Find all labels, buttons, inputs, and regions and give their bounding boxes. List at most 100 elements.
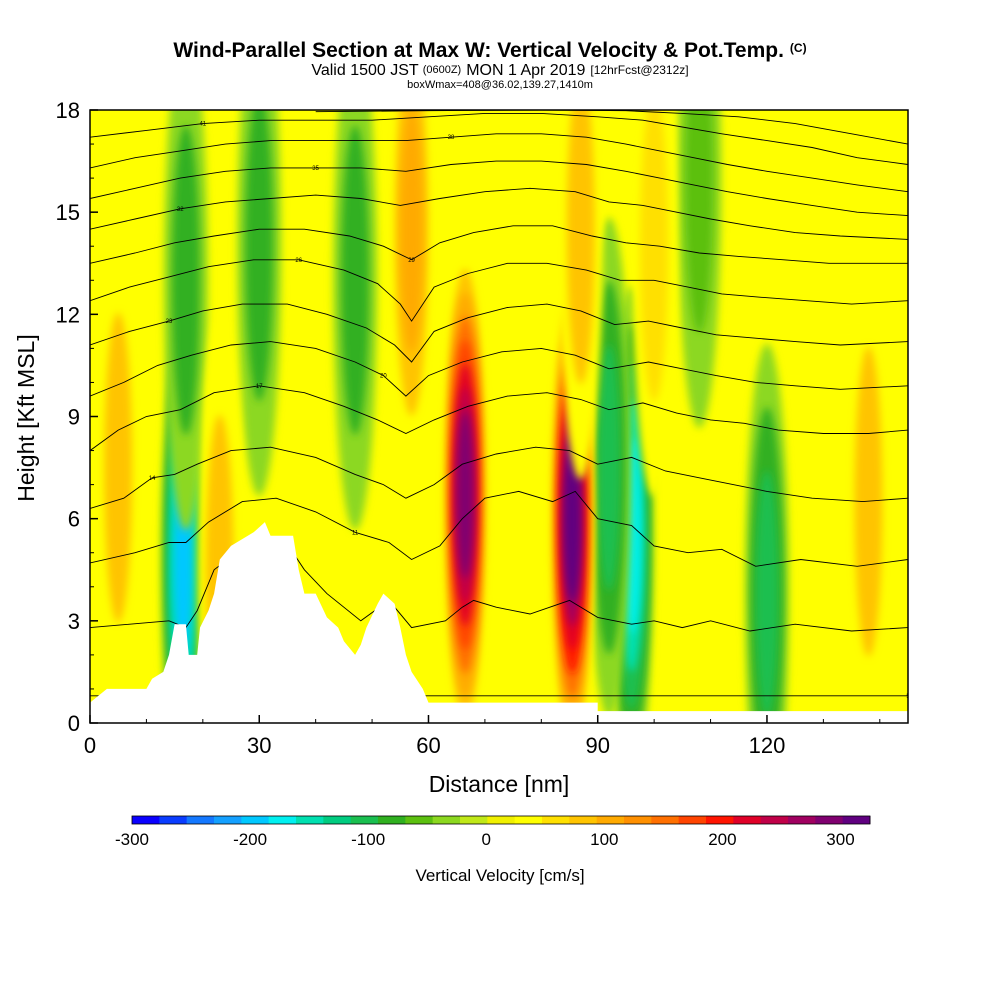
colorbar-swatch: [405, 816, 434, 824]
colorbar-swatch: [596, 816, 625, 824]
y-axis-label: Height [Kft MSL]: [13, 334, 39, 501]
colorbar-swatch: [350, 816, 379, 824]
y-tick-label: 0: [68, 711, 80, 736]
colorbar-swatch: [678, 816, 707, 824]
plot-area: 581114172023262932353841: [90, 110, 910, 723]
colorbar-swatch: [706, 816, 734, 824]
axes: 0 30 60 90 120 0 3 6 9 12 15 18: [56, 98, 881, 758]
y-tick-label: 12: [56, 302, 80, 327]
chart-subtitle-box: boxWmax=408@36.02,139.27,1410m: [407, 79, 593, 91]
colorbar-swatch: [788, 816, 816, 824]
y-tick-label: 18: [56, 98, 80, 123]
colorbar-swatch: [268, 816, 297, 824]
colorbar-tick-label: -100: [351, 830, 385, 849]
isentrope-labels: 581114172023262932353841: [149, 122, 910, 700]
colorbar-swatch: [733, 816, 762, 824]
colorbar-swatch: [624, 816, 652, 824]
colorbar-tick-label: 100: [590, 830, 618, 849]
colorbar-tick-label: 0: [482, 830, 491, 849]
isentrope-label: 38: [448, 135, 455, 141]
chart-subtitle: Valid 1500 JST (0600Z) MON 1 Apr 2019 [12hr…: [311, 62, 688, 79]
terrain: [90, 522, 908, 723]
updraft-core: [854, 346, 883, 657]
subtitle-utc: (0600Z): [423, 64, 462, 76]
colorbar-tick-label: -300: [115, 830, 149, 849]
isentrope-line: [90, 385, 908, 451]
subtitle-fcst: [12hrFcst@2312z]: [590, 63, 688, 77]
colorbar-swatch: [432, 816, 461, 824]
isentrope-line: [90, 160, 908, 217]
subtitle-date: MON 1 Apr 2019: [466, 62, 585, 79]
isentrope-label: 5: [906, 694, 910, 700]
colorbar-label: Vertical Velocity [cm/s]: [415, 866, 584, 885]
isentrope-label: 35: [312, 166, 319, 172]
updraft-core: [564, 434, 581, 603]
colorbar-frame: [131, 815, 871, 825]
x-axis-label: Distance [nm]: [429, 771, 570, 797]
y-tick-label: 15: [56, 200, 80, 225]
y-tick-label: 6: [68, 507, 80, 532]
x-tick-label: 60: [416, 733, 440, 758]
isentrope-line: [90, 490, 908, 567]
isentrope-line: [90, 112, 908, 165]
isentrope-label: 17: [256, 384, 263, 390]
velocity-field: [96, 110, 891, 723]
isentrope-line: [90, 303, 908, 363]
isentrope-label: 23: [166, 319, 173, 325]
colorbar-swatch: [214, 816, 242, 824]
y-tick-label: 9: [68, 405, 80, 430]
isentrope-line: [90, 133, 908, 193]
colorbar-tick-label: 300: [826, 830, 854, 849]
isentrope-line: [90, 187, 908, 240]
colorbar: -300 -200 -100 0 100 200 300: [115, 815, 871, 849]
isentrope-label: 41: [199, 122, 206, 128]
colorbar-swatch: [378, 816, 406, 824]
colorbar-swatch: [815, 816, 844, 824]
colorbar-tick-label: -200: [233, 830, 267, 849]
colorbar-swatch: [241, 816, 270, 824]
colorbar-swatch: [487, 816, 516, 824]
colorbar-swatch: [760, 816, 789, 824]
isentrope-line: [90, 446, 908, 509]
isentrope-line: [90, 225, 908, 264]
chart-title: Wind-Parallel Section at Max W: Vertical…: [173, 39, 806, 62]
colorbar-swatch: [132, 816, 160, 824]
colorbar-swatch: [159, 816, 188, 824]
isentrope-label: 11: [352, 530, 359, 536]
downdraft-core: [685, 110, 714, 334]
colorbar-swatch: [186, 816, 215, 824]
x-tick-label: 90: [585, 733, 609, 758]
x-tick-label: 120: [749, 733, 786, 758]
isentrope-label: 14: [149, 476, 156, 482]
colorbar-swatch: [842, 816, 871, 824]
colorbar-swatch: [323, 816, 352, 824]
downdraft-core: [597, 344, 621, 591]
downdraft-core: [341, 125, 370, 436]
chart-title-text: Wind-Parallel Section at Max W: Vertical…: [173, 39, 784, 62]
isentrope-label: 29: [408, 258, 415, 264]
downdraft-core: [171, 125, 200, 436]
y-tick-label: 3: [68, 609, 80, 634]
colorbar-tick-label: 200: [708, 830, 736, 849]
isentrope-label: 32: [177, 207, 184, 213]
isentrope-label: 20: [380, 374, 387, 380]
downdraft-core: [245, 110, 274, 402]
x-tick-label: 0: [84, 733, 96, 758]
colorbar-swatch: [296, 816, 324, 824]
updraft-core: [400, 110, 423, 353]
isentrope-line: [90, 341, 908, 397]
isentrope-line: [90, 259, 908, 322]
colorbar-swatch: [460, 816, 488, 824]
isentrope-label: 26: [295, 258, 302, 264]
updraft-core: [566, 110, 595, 385]
downdraft-core: [755, 470, 779, 717]
updraft-core: [104, 312, 133, 623]
colorbar-swatch: [651, 816, 680, 824]
colorbar-swatch: [569, 816, 598, 824]
x-tick-label: 30: [247, 733, 271, 758]
colorbar-swatch: [542, 816, 570, 824]
subtitle-valid: Valid 1500 JST: [311, 62, 419, 79]
colorbar-swatch: [514, 816, 543, 824]
copyright-mark: (C): [790, 41, 807, 55]
